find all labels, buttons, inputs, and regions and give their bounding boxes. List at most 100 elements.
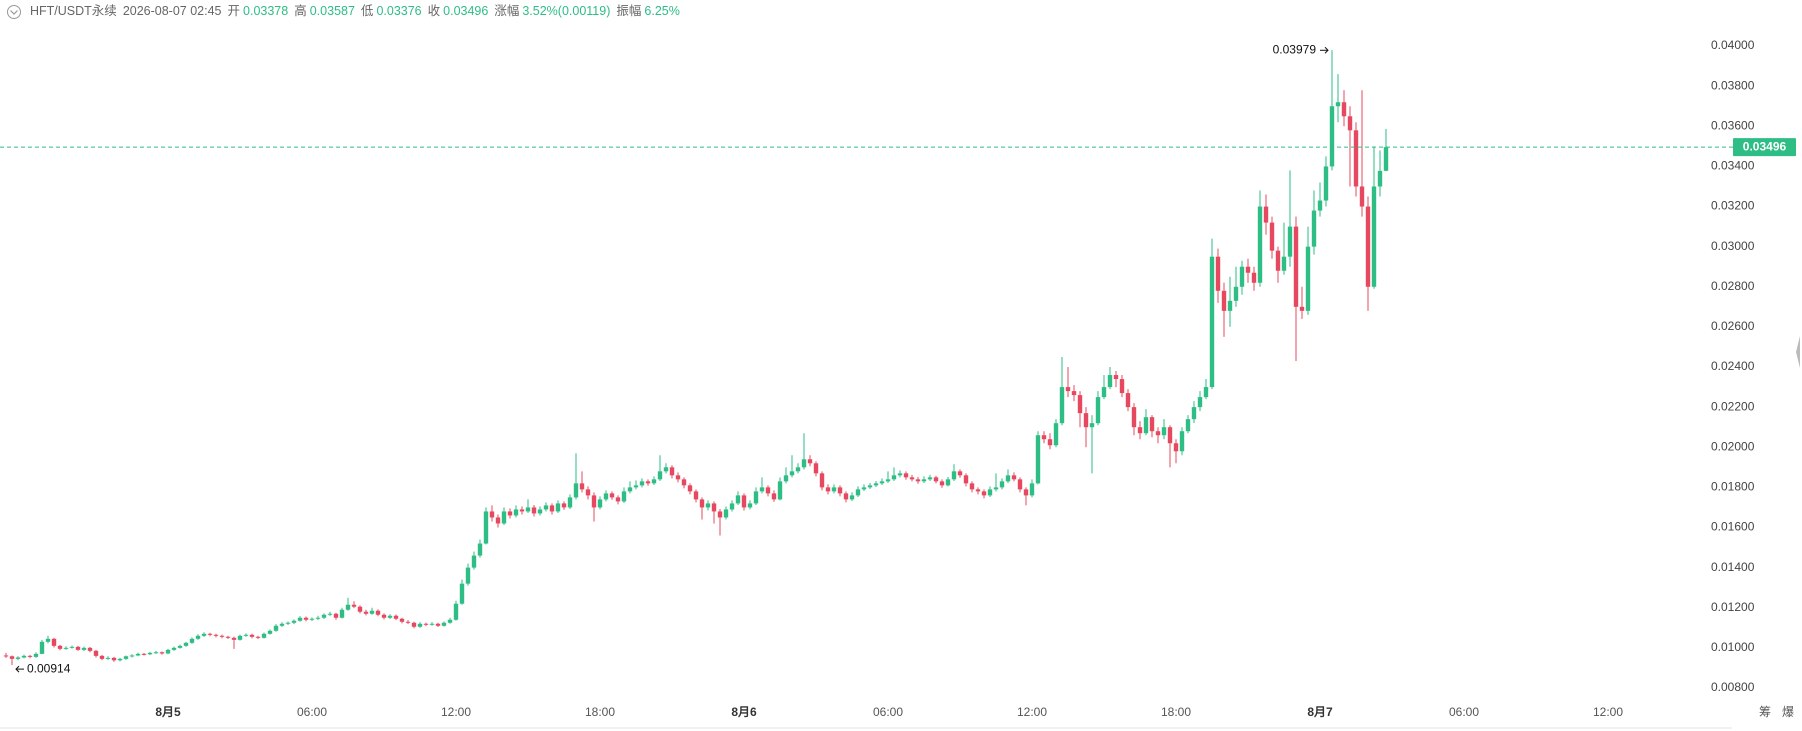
candle-body [915,479,921,482]
candle-body [501,511,507,524]
candle-body [1353,130,1359,187]
min-arrow-head [15,665,20,673]
candle-body [531,507,537,514]
candle-body [1239,266,1245,287]
candle-body [813,463,819,474]
x-tick-label: 12:00 [1017,705,1047,719]
candle-body [1287,226,1293,257]
candle-body [165,649,171,654]
candle-body [843,493,849,500]
candle-body [1233,286,1239,301]
y-tick-label: 0.02800 [1711,279,1755,293]
x-tick-label: 18:00 [1161,705,1191,719]
candle-body [921,479,927,482]
candle-body [1071,391,1077,396]
candle-body [1263,206,1269,223]
candle-body [1143,417,1149,434]
candle-body [681,479,687,486]
candle-body [477,543,483,556]
candle-body [789,471,795,476]
candle-body [783,475,789,482]
y-tick-label: 0.03200 [1711,199,1755,213]
max-arrow-head [1324,46,1329,54]
field-label: 高 [294,3,307,18]
candle-body [1113,375,1119,380]
candle-body [957,471,963,476]
candle-body [1149,417,1155,432]
candle-body [249,634,255,637]
candle-body [933,477,939,482]
candle-body [153,652,159,654]
candle-body [771,493,777,500]
field-value: 0.03376 [376,4,421,18]
candle-body [303,617,309,620]
candle-body [1245,266,1251,273]
candle-body [1203,387,1209,398]
candle-body [747,503,753,508]
collapse-icon[interactable] [7,5,21,19]
candle-body [357,606,363,612]
y-tick-label: 0.04000 [1711,38,1755,52]
x-tick-label: 8月6 [731,705,757,719]
candle-body [63,647,69,649]
candle-body [795,467,801,472]
candle-body [711,503,717,512]
y-tick-label: 0.01600 [1711,520,1755,534]
candle-body [675,475,681,480]
candle-body [705,503,711,508]
candle-body [333,613,339,618]
candle-body [1095,397,1101,424]
candle-body [975,489,981,492]
side-button[interactable]: 爆 [1782,705,1794,719]
candle-body [1191,407,1197,420]
candle-body [555,503,561,512]
candle-body [597,499,603,508]
field-label: 开 [228,4,241,18]
candle-body [567,497,573,508]
candle-body [1257,206,1263,283]
candle-body [855,489,861,496]
candle-body [1107,375,1113,388]
field-value: 6.25% [644,4,679,18]
candle-body [1293,226,1299,307]
candle-body [981,491,987,496]
y-tick-label: 0.03400 [1711,159,1755,173]
candle-body [405,621,411,623]
candle-body [459,583,465,604]
candle-body [123,656,129,659]
candle-body [399,618,405,622]
field-label: 涨幅 [494,3,519,18]
candle-body [1383,147,1389,171]
y-tick-label: 0.02600 [1711,319,1755,333]
candle-body [831,487,837,492]
candle-body [615,497,621,502]
side-tab[interactable] [1796,336,1800,368]
y-tick-label: 0.03000 [1711,239,1755,253]
candle-body [75,646,81,650]
candle-body [1041,435,1047,440]
candle-body [201,633,207,636]
candle-body [1089,423,1095,428]
candle-body [837,487,843,494]
candle-body [1011,475,1017,480]
candle-body [735,495,741,504]
candle-body [381,614,387,618]
field-value: 0.03378 [243,4,288,18]
candle-body [69,646,75,648]
side-button[interactable]: 筹 [1759,705,1771,719]
x-tick-label: 12:00 [1593,705,1623,719]
x-tick-label: 8月7 [1307,705,1333,719]
candle-body [9,656,15,659]
symbol: HFT/USDT永续 [30,4,117,18]
candle-body [603,493,609,500]
candle-body [99,655,105,659]
candle-body [525,507,531,512]
candle-body [135,653,141,656]
candle-body [1101,387,1107,398]
candle-body [873,483,879,486]
candle-body [1323,166,1329,201]
candle-body [483,511,489,544]
candle-body [387,615,393,618]
candle-body [255,636,261,638]
